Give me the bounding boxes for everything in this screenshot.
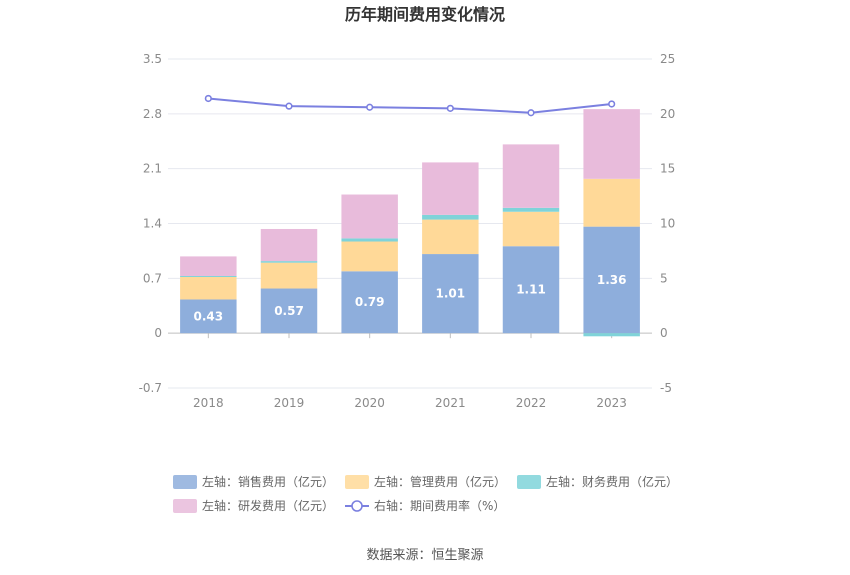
- bar-segment: [260, 261, 318, 263]
- bar-segment: [422, 214, 479, 220]
- legend-swatch: [345, 475, 369, 489]
- left-tick-label: 1.4: [143, 217, 162, 231]
- right-tick-label: 25: [660, 52, 675, 66]
- bar-value-label: 0.43: [194, 309, 224, 323]
- right-axis: 25 20 15 10 5 0 -5: [660, 52, 675, 395]
- left-tick-label: 2.8: [143, 107, 162, 121]
- x-tick-label: 2019: [274, 396, 305, 410]
- bar-labels: 0.43 0.57 0.79 1.01 1.11 1.36: [194, 273, 627, 323]
- left-tick-label: 0: [154, 326, 162, 340]
- right-tick-label: 5: [660, 271, 668, 285]
- bar-segment: [422, 219, 479, 255]
- bar-segment: [341, 238, 398, 242]
- rate-point: [446, 104, 454, 112]
- grid: [168, 58, 652, 389]
- bar-segment: [583, 333, 640, 337]
- bar-segment: [341, 271, 398, 334]
- x-axis: 2018 2019 2020 2021 2022 2023: [193, 333, 627, 410]
- bar-segment: [502, 246, 560, 334]
- rate-line-path: [208, 97, 612, 114]
- legend: 左轴：销售费用（亿元） 左轴：管理费用（亿元） 左轴：财务费用（亿元） 左轴：研发费用…: [173, 474, 678, 513]
- left-tick-label: 3.5: [143, 52, 162, 66]
- legend-label: 左轴：研发费用（亿元）: [202, 498, 334, 513]
- bar-segment: [260, 228, 318, 262]
- right-tick-label: 20: [660, 107, 675, 121]
- left-axis: 3.5 2.8 2.1 1.4 0.7 0 -0.7: [139, 52, 162, 395]
- legend-swatch: [173, 475, 197, 489]
- x-tick-label: 2018: [193, 396, 224, 410]
- bar-value-label: 0.57: [274, 304, 304, 318]
- bar-segment: [502, 211, 560, 247]
- bar-segment: [180, 299, 237, 334]
- bar-segment: [502, 144, 560, 208]
- bar-segment: [260, 288, 318, 334]
- bar-segment: [422, 162, 479, 215]
- source-note: 数据来源：恒生聚源: [366, 548, 483, 563]
- rate-point: [366, 103, 374, 111]
- rate-point: [527, 109, 535, 117]
- bar-value-label: 0.79: [355, 295, 385, 309]
- bars: [180, 109, 640, 337]
- x-tick-label: 2021: [435, 396, 466, 410]
- right-tick-label: 15: [660, 162, 675, 176]
- legend-swatch: [173, 499, 197, 513]
- rate-line: [204, 94, 616, 117]
- rate-point: [204, 94, 212, 103]
- rate-point: [608, 100, 616, 108]
- bar-value-label: 1.11: [516, 283, 546, 297]
- bar-segment: [341, 194, 398, 239]
- x-tick-label: 2020: [354, 396, 385, 410]
- left-tick-label: -0.7: [139, 381, 162, 395]
- left-tick-label: 2.1: [143, 162, 162, 176]
- left-tick-label: 0.7: [143, 271, 162, 285]
- bar-segment: [180, 275, 237, 277]
- legend-marker: [351, 500, 363, 512]
- legend-label: 左轴：财务费用（亿元）: [546, 474, 678, 489]
- legend-label: 右轴：期间费用率（%）: [374, 498, 505, 513]
- bar-segment: [422, 254, 479, 334]
- bar-segment: [180, 276, 237, 300]
- x-tick-label: 2023: [596, 396, 627, 410]
- right-tick-label: 10: [660, 217, 675, 231]
- bar-segment: [502, 207, 560, 212]
- bar-value-label: 1.01: [436, 287, 466, 301]
- chart-title: 历年期间费用变化情况: [345, 5, 505, 24]
- bar-segment: [583, 178, 640, 227]
- bar-segment: [260, 262, 318, 289]
- rate-point: [285, 102, 293, 110]
- right-tick-label: 0: [660, 326, 668, 340]
- legend-label: 左轴：销售费用（亿元）: [202, 474, 334, 489]
- right-tick-label: -5: [660, 381, 672, 395]
- bar-segment: [180, 256, 237, 276]
- bar-value-label: 1.36: [597, 273, 627, 287]
- bar-segment: [583, 109, 640, 179]
- bar-segment: [341, 241, 398, 272]
- legend-swatch: [517, 475, 541, 489]
- legend-label: 左轴：管理费用（亿元）: [374, 474, 506, 489]
- x-tick-label: 2022: [516, 396, 547, 410]
- bar-segment: [583, 226, 640, 334]
